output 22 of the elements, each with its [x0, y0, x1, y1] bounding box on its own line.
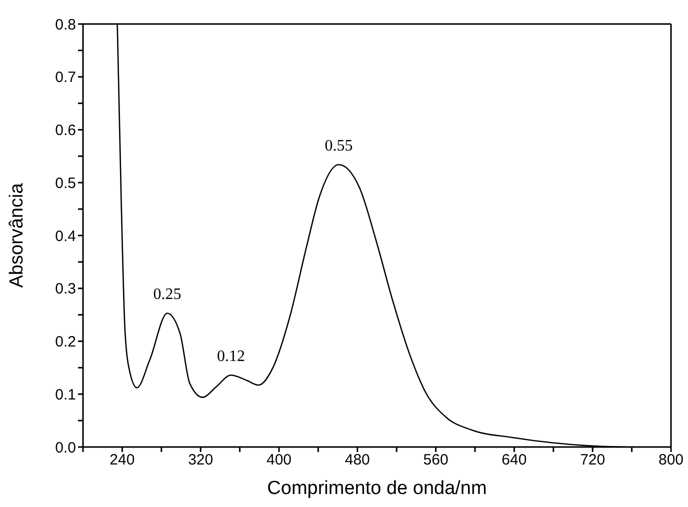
y-tick-label: 0.3	[55, 280, 76, 298]
x-tick-label: 240	[110, 452, 135, 469]
x-tick-label: 320	[188, 452, 214, 469]
x-tick-label: 400	[266, 452, 292, 469]
y-tick-label: 0.0	[55, 439, 76, 456]
annotation: 0.25	[153, 286, 182, 304]
y-tick-label: 0.6	[55, 122, 76, 140]
annotation: 0.12	[216, 348, 245, 366]
y-axis-title: Absorvância	[6, 182, 28, 288]
x-tick-label: 640	[502, 452, 527, 469]
x-tick-label: 800	[658, 452, 684, 469]
x-axis-title: Comprimento de onda/nm	[267, 478, 487, 499]
y-tick-label: 0.8	[55, 16, 76, 34]
annotation: 0.55	[324, 138, 353, 155]
x-tick-label: 480	[344, 452, 370, 469]
y-tick-label: 0.7	[55, 69, 76, 86]
y-tick-label: 0.1	[55, 386, 76, 404]
x-tick-label: 560	[423, 452, 448, 469]
y-tick-label: 0.5	[55, 174, 76, 192]
y-tick-label: 0.2	[55, 334, 76, 351]
y-tick-label: 0.4	[55, 228, 76, 245]
x-tick-label: 720	[580, 452, 606, 469]
